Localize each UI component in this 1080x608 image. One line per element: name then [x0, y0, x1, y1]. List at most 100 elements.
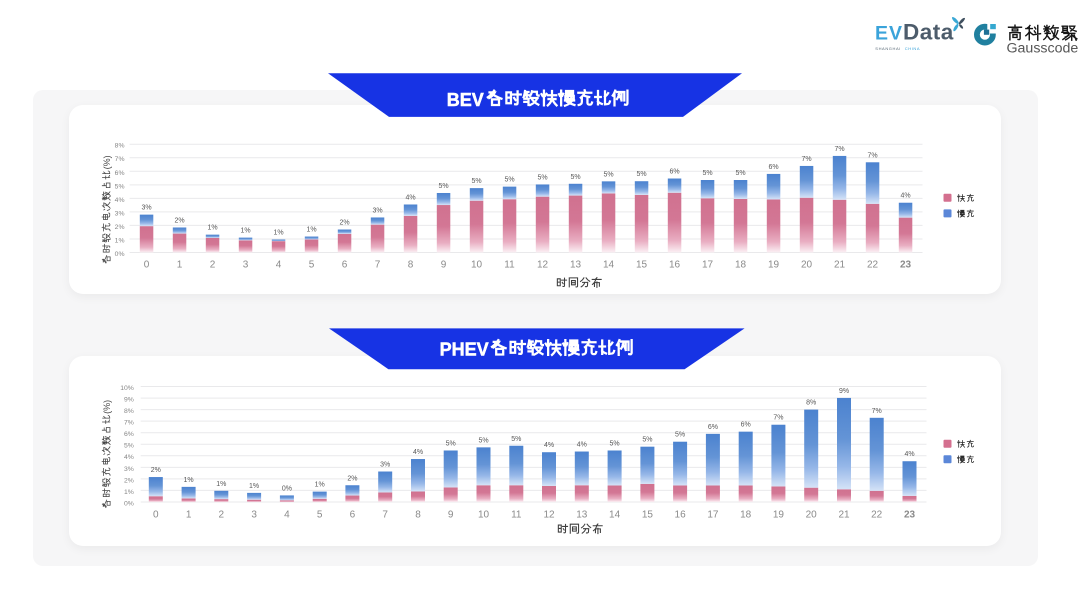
svg-text:3%: 3%	[124, 466, 134, 473]
svg-text:12: 12	[543, 509, 555, 520]
svg-text:18: 18	[735, 260, 747, 271]
svg-text:20: 20	[806, 509, 818, 520]
svg-text:16: 16	[675, 509, 687, 520]
svg-text:5%: 5%	[115, 183, 125, 190]
svg-text:17: 17	[707, 509, 719, 520]
svg-text:2%: 2%	[174, 218, 184, 225]
svg-text:3: 3	[243, 260, 249, 271]
svg-text:5%: 5%	[478, 437, 488, 444]
svg-text:2: 2	[210, 260, 216, 271]
svg-text:5%: 5%	[537, 175, 547, 182]
svg-text:(%): (%)	[102, 155, 112, 169]
svg-text:3: 3	[251, 509, 257, 520]
svg-text:0: 0	[153, 509, 159, 520]
svg-text:2%: 2%	[347, 475, 357, 482]
svg-text:7%: 7%	[834, 146, 844, 153]
svg-text:4%: 4%	[904, 451, 914, 458]
svg-text:7%: 7%	[801, 156, 811, 163]
svg-text:4%: 4%	[405, 195, 415, 202]
svg-text:0%: 0%	[282, 485, 292, 492]
svg-text:13: 13	[576, 509, 588, 520]
svg-text:7: 7	[382, 509, 388, 520]
svg-text:1%: 1%	[240, 228, 250, 235]
svg-text:(%): (%)	[102, 400, 112, 414]
svg-text:5: 5	[317, 509, 323, 520]
svg-text:5%: 5%	[735, 170, 745, 177]
svg-text:4: 4	[284, 509, 290, 520]
svg-text:3%: 3%	[372, 208, 382, 215]
svg-text:5%: 5%	[636, 171, 646, 178]
svg-text:14: 14	[609, 509, 621, 520]
svg-text:7%: 7%	[124, 420, 134, 427]
svg-text:2%: 2%	[339, 220, 349, 227]
svg-text:9%: 9%	[124, 396, 134, 403]
svg-text:4%: 4%	[115, 197, 125, 204]
svg-text:19: 19	[773, 509, 785, 520]
svg-text:5%: 5%	[702, 170, 712, 177]
svg-text:5%: 5%	[603, 171, 613, 178]
svg-text:5%: 5%	[471, 178, 481, 185]
svg-text:3%: 3%	[115, 210, 125, 217]
svg-text:16: 16	[669, 260, 681, 271]
svg-text:15: 15	[636, 260, 648, 271]
svg-text:11: 11	[504, 260, 515, 271]
svg-text:1%: 1%	[184, 477, 194, 484]
svg-text:18: 18	[740, 509, 752, 520]
svg-text:0%: 0%	[115, 251, 125, 258]
svg-text:20: 20	[801, 260, 813, 271]
svg-text:13: 13	[570, 260, 582, 271]
svg-text:4%: 4%	[413, 449, 423, 456]
svg-text:5: 5	[309, 260, 315, 271]
svg-text:6%: 6%	[768, 164, 778, 171]
svg-text:1: 1	[177, 260, 183, 271]
svg-text:1%: 1%	[216, 481, 226, 488]
svg-text:3%: 3%	[380, 462, 390, 469]
svg-text:1%: 1%	[273, 230, 283, 237]
svg-text:23: 23	[904, 509, 916, 520]
svg-text:1%: 1%	[115, 237, 125, 244]
svg-text:6: 6	[350, 509, 356, 520]
svg-text:12: 12	[537, 260, 549, 271]
svg-text:4: 4	[276, 260, 282, 271]
svg-text:1%: 1%	[249, 483, 259, 490]
svg-text:BEV: BEV	[447, 90, 484, 110]
svg-text:10%: 10%	[120, 385, 134, 392]
svg-text:5%: 5%	[124, 443, 134, 450]
svg-text:2%: 2%	[151, 467, 161, 474]
svg-text:4%: 4%	[124, 454, 134, 461]
svg-text:22: 22	[871, 509, 883, 520]
svg-text:SHANGHAI CHINA: SHANGHAI CHINA	[875, 46, 920, 51]
svg-text:1%: 1%	[315, 482, 325, 489]
svg-text:3%: 3%	[141, 205, 151, 212]
svg-text:6%: 6%	[708, 424, 718, 431]
svg-text:5%: 5%	[438, 183, 448, 190]
svg-text:15: 15	[642, 509, 654, 520]
svg-text:0%: 0%	[124, 500, 134, 507]
svg-text:14: 14	[603, 260, 615, 271]
svg-text:1: 1	[186, 509, 192, 520]
svg-text:6: 6	[342, 260, 348, 271]
svg-text:7%: 7%	[115, 156, 125, 163]
svg-text:4%: 4%	[577, 442, 587, 449]
svg-text:5%: 5%	[675, 432, 685, 439]
svg-text:Gausscode: Gausscode	[1007, 41, 1079, 57]
svg-text:5%: 5%	[610, 441, 620, 448]
svg-text:1%: 1%	[207, 225, 217, 232]
svg-text:5%: 5%	[504, 177, 514, 184]
svg-text:7%: 7%	[773, 415, 783, 422]
svg-text:7%: 7%	[872, 408, 882, 415]
svg-text:5%: 5%	[511, 436, 521, 443]
svg-text:8: 8	[408, 260, 414, 271]
svg-text:4%: 4%	[544, 442, 554, 449]
svg-text:1%: 1%	[124, 489, 134, 496]
svg-text:2%: 2%	[124, 477, 134, 484]
svg-text:10: 10	[478, 509, 490, 520]
svg-text:5%: 5%	[642, 437, 652, 444]
svg-text:EVData: EVData	[875, 20, 954, 45]
svg-text:7%: 7%	[867, 152, 877, 159]
svg-text:10: 10	[471, 260, 483, 271]
svg-text:6%: 6%	[115, 170, 125, 177]
svg-text:19: 19	[768, 260, 780, 271]
svg-text:5%: 5%	[446, 441, 456, 448]
svg-text:8%: 8%	[115, 143, 125, 150]
